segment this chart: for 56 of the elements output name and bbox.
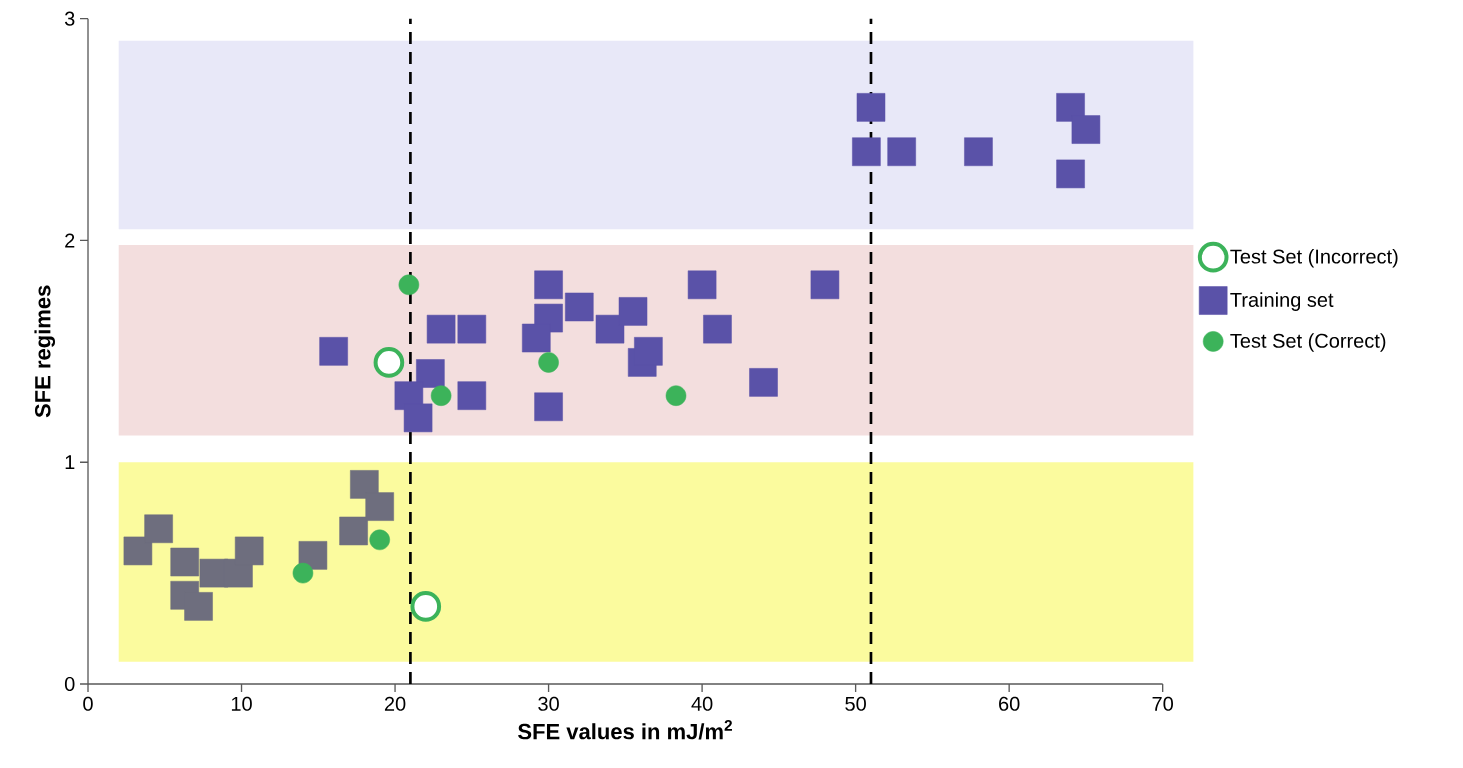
point <box>1056 159 1085 189</box>
point <box>852 137 881 166</box>
x-tick-label: 10 <box>231 696 252 711</box>
point <box>538 352 559 373</box>
point <box>430 385 452 406</box>
point <box>457 314 487 344</box>
point <box>634 337 663 366</box>
legend-label: Training set <box>1230 292 1334 311</box>
point <box>534 392 563 422</box>
point <box>369 529 390 551</box>
point <box>665 385 687 406</box>
y-tick-label: 1 <box>65 455 75 470</box>
x-tick-label: 30 <box>538 696 559 711</box>
x-tick-label: 40 <box>691 696 713 711</box>
point <box>810 270 840 300</box>
point <box>426 314 456 344</box>
point <box>319 337 348 366</box>
point <box>184 592 213 621</box>
point <box>234 536 264 566</box>
point <box>410 591 442 622</box>
point <box>457 381 487 410</box>
x-axis-title: SFE values in mJ/m$^{2}$ <box>518 720 732 740</box>
point <box>522 323 551 353</box>
x-tick-label: 20 <box>384 696 406 711</box>
point <box>703 314 732 344</box>
point <box>298 541 328 570</box>
point <box>565 292 594 322</box>
legend-label: Test Set (Correct) <box>1230 333 1386 352</box>
point <box>887 137 916 166</box>
point <box>398 274 420 296</box>
legend-label: Test Set (Incorrect) <box>1230 248 1398 268</box>
point <box>595 314 625 344</box>
x-tick-label: 0 <box>83 696 93 711</box>
point <box>123 536 153 566</box>
point <box>534 270 563 300</box>
point <box>749 368 778 397</box>
point <box>365 492 394 521</box>
point <box>618 297 648 326</box>
y-tick-label: 2 <box>65 233 75 248</box>
x-tick-label: 60 <box>999 696 1020 711</box>
point <box>170 547 199 577</box>
y-axis-title: SFE regimes <box>34 285 56 418</box>
point <box>964 137 993 166</box>
point <box>1071 115 1101 144</box>
point <box>339 516 368 546</box>
y-tick-label: 3 <box>64 11 75 26</box>
point <box>687 270 717 300</box>
point <box>373 347 405 378</box>
point <box>144 514 173 544</box>
x-tick-label: 70 <box>1152 696 1174 711</box>
point <box>856 93 886 122</box>
point <box>403 403 433 433</box>
point <box>292 562 314 584</box>
y-tick-label: 0 <box>64 676 75 692</box>
x-tick-label: 50 <box>845 696 866 711</box>
point <box>350 470 379 499</box>
